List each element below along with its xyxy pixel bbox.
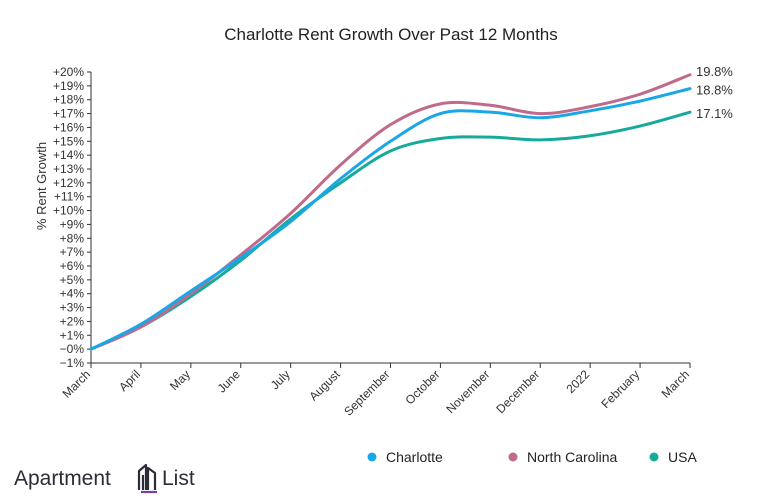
y-tick-label: +5% bbox=[60, 273, 85, 287]
chart-title: Charlotte Rent Growth Over Past 12 Month… bbox=[224, 25, 558, 44]
y-tick-label: −0% bbox=[60, 342, 85, 356]
x-tick-label: April bbox=[116, 367, 143, 394]
y-tick-label: +11% bbox=[54, 190, 84, 204]
x-tick-label: 2022 bbox=[564, 367, 593, 396]
y-axis-ticks: −1%−0%+1%+2%+3%+4%+5%+6%+7%+8%+9%+10%+11… bbox=[53, 65, 91, 370]
y-tick-label: +18% bbox=[53, 93, 84, 107]
x-tick-label: February bbox=[598, 367, 642, 411]
legend-label-usa: USA bbox=[668, 449, 697, 465]
series-line-north-carolina bbox=[89, 73, 692, 351]
legend-marker-charlotte bbox=[367, 452, 377, 462]
legend-label-north-carolina: North Carolina bbox=[527, 449, 617, 465]
y-tick-label: +8% bbox=[60, 231, 85, 245]
series-line-charlotte bbox=[89, 87, 692, 351]
y-tick-label: +19% bbox=[53, 79, 84, 93]
x-tick-label: March bbox=[60, 367, 93, 400]
y-tick-label: +2% bbox=[60, 314, 85, 328]
x-tick-label: June bbox=[215, 367, 244, 396]
x-tick-label: May bbox=[167, 367, 193, 393]
building-icon bbox=[137, 463, 157, 494]
y-tick-label: +15% bbox=[53, 134, 84, 148]
y-tick-label: +17% bbox=[53, 107, 84, 121]
legend-item-north-carolina[interactable]: North Carolina bbox=[508, 449, 618, 465]
y-tick-label: +12% bbox=[53, 176, 84, 190]
x-tick-label: September bbox=[341, 367, 392, 418]
legend-item-charlotte[interactable]: Charlotte bbox=[367, 449, 444, 465]
logo-wordmark-left: Apartment bbox=[14, 467, 111, 490]
apartment-list-logo[interactable]: Apartment List bbox=[14, 463, 195, 494]
x-tick-label: October bbox=[402, 367, 442, 407]
y-tick-label: +14% bbox=[53, 148, 84, 162]
x-tick-label: December bbox=[493, 367, 542, 416]
end-label-north-carolina: 19.8% bbox=[696, 64, 733, 79]
y-axis-label: % Rent Growth bbox=[34, 142, 49, 230]
end-labels: 18.8% 19.8% 17.1% bbox=[696, 64, 733, 121]
y-tick-label: +3% bbox=[60, 301, 85, 315]
y-tick-label: +9% bbox=[60, 217, 85, 231]
legend: Charlotte North Carolina USA bbox=[367, 449, 698, 465]
legend-marker-north-carolina bbox=[508, 452, 518, 462]
x-tick-label: August bbox=[306, 367, 343, 404]
y-tick-label: +20% bbox=[53, 65, 84, 79]
x-tick-label: November bbox=[443, 367, 492, 416]
y-tick-label: +13% bbox=[53, 162, 84, 176]
x-tick-label: July bbox=[268, 367, 293, 392]
x-tick-label: March bbox=[659, 367, 692, 400]
y-tick-label: −1% bbox=[60, 356, 85, 370]
y-tick-label: +16% bbox=[53, 120, 84, 134]
y-tick-label: +6% bbox=[60, 259, 85, 273]
end-label-usa: 17.1% bbox=[696, 106, 733, 121]
legend-marker-usa bbox=[649, 452, 659, 462]
series-line-usa bbox=[89, 110, 692, 351]
logo-wordmark-right: List bbox=[162, 467, 195, 490]
series-lines bbox=[89, 73, 692, 351]
y-tick-label: +10% bbox=[53, 204, 84, 218]
y-tick-label: +4% bbox=[60, 287, 85, 301]
end-label-charlotte: 18.8% bbox=[696, 83, 733, 98]
legend-item-usa[interactable]: USA bbox=[649, 449, 698, 465]
legend-label-charlotte: Charlotte bbox=[386, 449, 443, 465]
y-tick-label: +7% bbox=[60, 245, 85, 259]
y-tick-label: +1% bbox=[60, 328, 85, 342]
